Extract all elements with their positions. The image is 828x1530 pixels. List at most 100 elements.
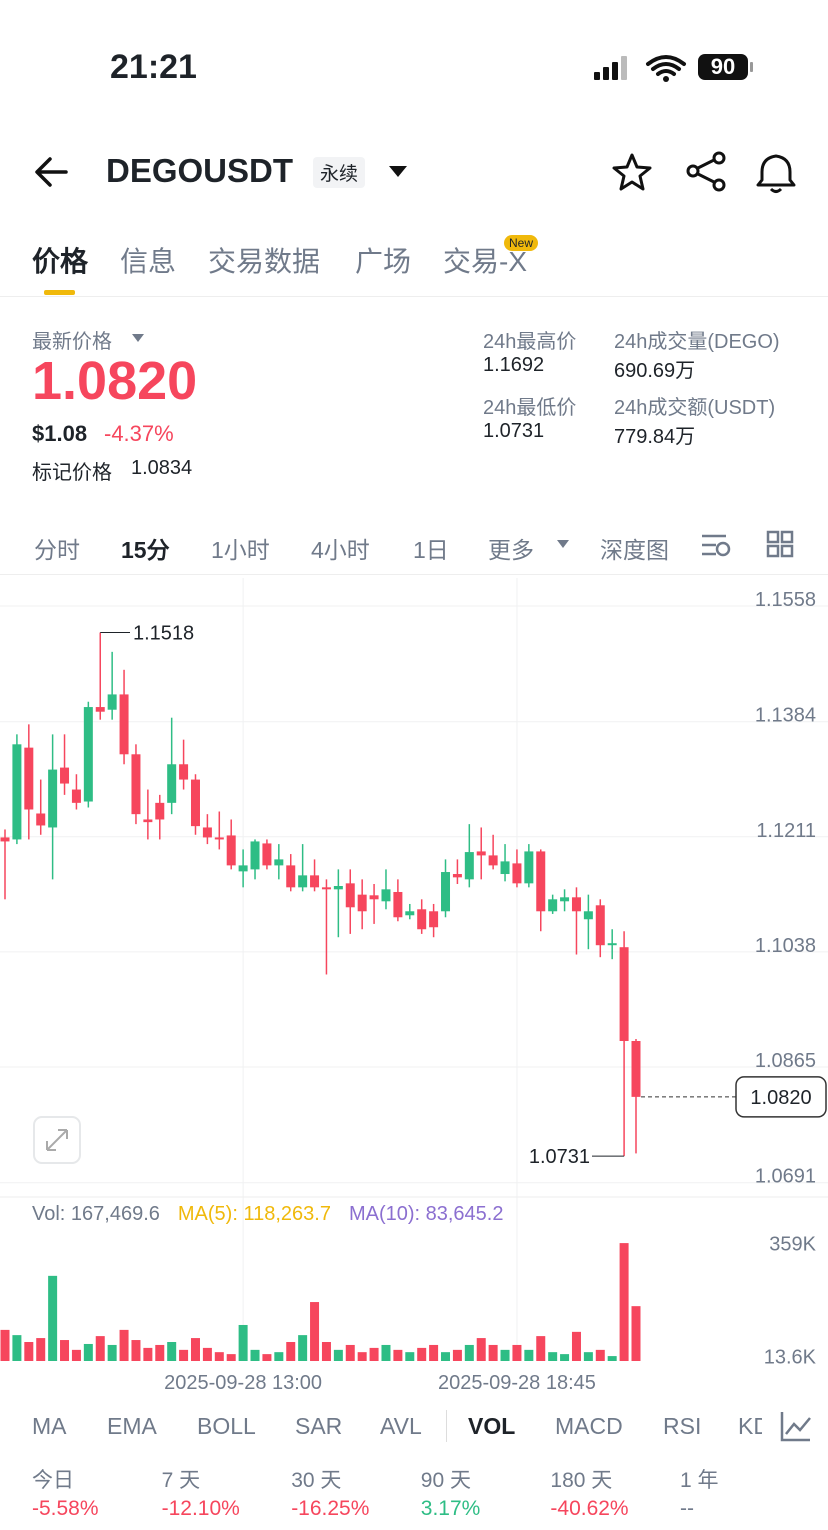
volume-bar (119, 1329, 129, 1361)
candle-body (83, 707, 93, 802)
chart: 1.1558 1.1384 1.1211 1.1038 1.0865 1.0691 2025… (0, 578, 828, 1394)
last-price: 1.0820 (32, 351, 198, 411)
period-change: -- (680, 1497, 694, 1520)
volume-bar (286, 1342, 296, 1361)
stat-label: 24h成交量(DEGO) (614, 331, 780, 353)
indicator[interactable]: MA (32, 1413, 67, 1439)
volume-bar (298, 1335, 308, 1361)
volume-bar (190, 1338, 200, 1361)
volume-bar (631, 1306, 641, 1361)
favorite[interactable] (612, 153, 652, 191)
indicator[interactable]: RSI (663, 1413, 702, 1439)
tab[interactable]: 广场 (355, 246, 412, 277)
interval[interactable]: 1小时 (211, 537, 270, 563)
contract-badge: 永续 (313, 157, 366, 188)
volume-bar (441, 1352, 451, 1361)
stat-label: 24h最高价 (483, 331, 577, 353)
price-change: -4.37% (104, 421, 174, 446)
candle-body (0, 837, 10, 842)
volume-bar (417, 1347, 427, 1361)
candle-body (238, 865, 248, 872)
tab[interactable]: 价格 (32, 246, 89, 277)
volume-bar (179, 1349, 189, 1361)
period-change: -12.10% (161, 1497, 240, 1520)
indicator[interactable]: BOLL (197, 1413, 256, 1439)
volume-bar (155, 1344, 165, 1361)
candle-body (500, 861, 510, 875)
interval[interactable]: 15分 (121, 537, 170, 563)
period-label: 7 天 (161, 1469, 201, 1492)
volume-bar (214, 1352, 224, 1361)
usd-price: $1.08 (32, 421, 88, 446)
volume-bar (512, 1344, 522, 1361)
stat-label: 24h成交额(USDT) (614, 397, 776, 419)
interval[interactable]: 深度图 (600, 537, 669, 563)
share[interactable] (686, 151, 726, 192)
candle-body (441, 872, 451, 912)
candle-body (595, 905, 605, 946)
price-label: 最新价格 (32, 331, 112, 353)
volume-bar (381, 1344, 391, 1361)
period-label: 1 年 (680, 1469, 719, 1492)
interval[interactable]: 4小时 (311, 537, 370, 563)
volume-bar (345, 1344, 355, 1361)
candle-body (476, 851, 486, 856)
symbol[interactable]: DEGOUSDT (106, 152, 294, 189)
layout-icon[interactable] (766, 530, 794, 558)
y-tick-label: 1.0865 (755, 1050, 816, 1072)
tab[interactable]: 信息 (120, 246, 177, 277)
indicator[interactable]: SAR (295, 1413, 343, 1439)
candle-body (95, 707, 105, 712)
indicator[interactable]: MACD (555, 1413, 623, 1439)
vol-legend: MA(5): 118,263.7 (178, 1203, 331, 1225)
back-button[interactable] (30, 152, 70, 192)
tab[interactable]: 交易数据 (208, 246, 321, 277)
volume-bar (60, 1340, 70, 1361)
divider (446, 1410, 447, 1442)
volume-bar (250, 1349, 260, 1361)
candle-body (631, 1041, 641, 1097)
indicator-settings[interactable] (778, 1408, 814, 1444)
period-label: 今日 (32, 1469, 74, 1492)
stat-value: 1.1692 (483, 354, 545, 376)
volume-bar (571, 1331, 581, 1361)
candle-body (369, 895, 379, 900)
indicator[interactable]: EMA (107, 1413, 157, 1439)
mark-label: 标记价格 (32, 462, 112, 484)
stat-value: 779.84万 (614, 426, 696, 448)
candle-body (107, 694, 117, 710)
y-tick-label: 1.1211 (756, 820, 816, 842)
candle-body (560, 897, 570, 902)
volume-bar (12, 1335, 22, 1361)
chart-tools (702, 530, 794, 558)
candle-body (202, 827, 212, 838)
indicator[interactable]: AVL (380, 1413, 422, 1439)
last-price-box (735, 1076, 827, 1118)
divider (0, 296, 828, 297)
candle-body (298, 875, 308, 888)
dropdown[interactable] (130, 332, 146, 344)
volume-bar (0, 1329, 10, 1361)
candle-body (405, 911, 415, 916)
interval[interactable]: 更多 (488, 537, 534, 563)
y-tick-label: 1.0691 (755, 1166, 816, 1188)
alert[interactable] (756, 154, 796, 193)
volume-bar (310, 1302, 320, 1361)
vol-legend: Vol: 167,469.6 (32, 1203, 160, 1225)
interval[interactable]: 分时 (34, 537, 80, 563)
indicator[interactable]: VOL (468, 1413, 516, 1439)
dropdown[interactable] (555, 538, 571, 550)
candle-body (548, 899, 558, 912)
candle-body (250, 841, 260, 870)
volume-bar (262, 1354, 272, 1361)
interval[interactable]: 1日 (413, 537, 449, 563)
stat-label: 24h最低价 (483, 397, 577, 419)
volume-bar (131, 1340, 141, 1361)
header-icons (612, 151, 796, 193)
tab[interactable]: 交易-X (443, 246, 528, 277)
settings-icon[interactable] (702, 534, 731, 557)
candle-body (524, 851, 534, 884)
dropdown[interactable] (386, 162, 410, 180)
candle-body (417, 909, 427, 930)
candle-body (155, 802, 165, 820)
